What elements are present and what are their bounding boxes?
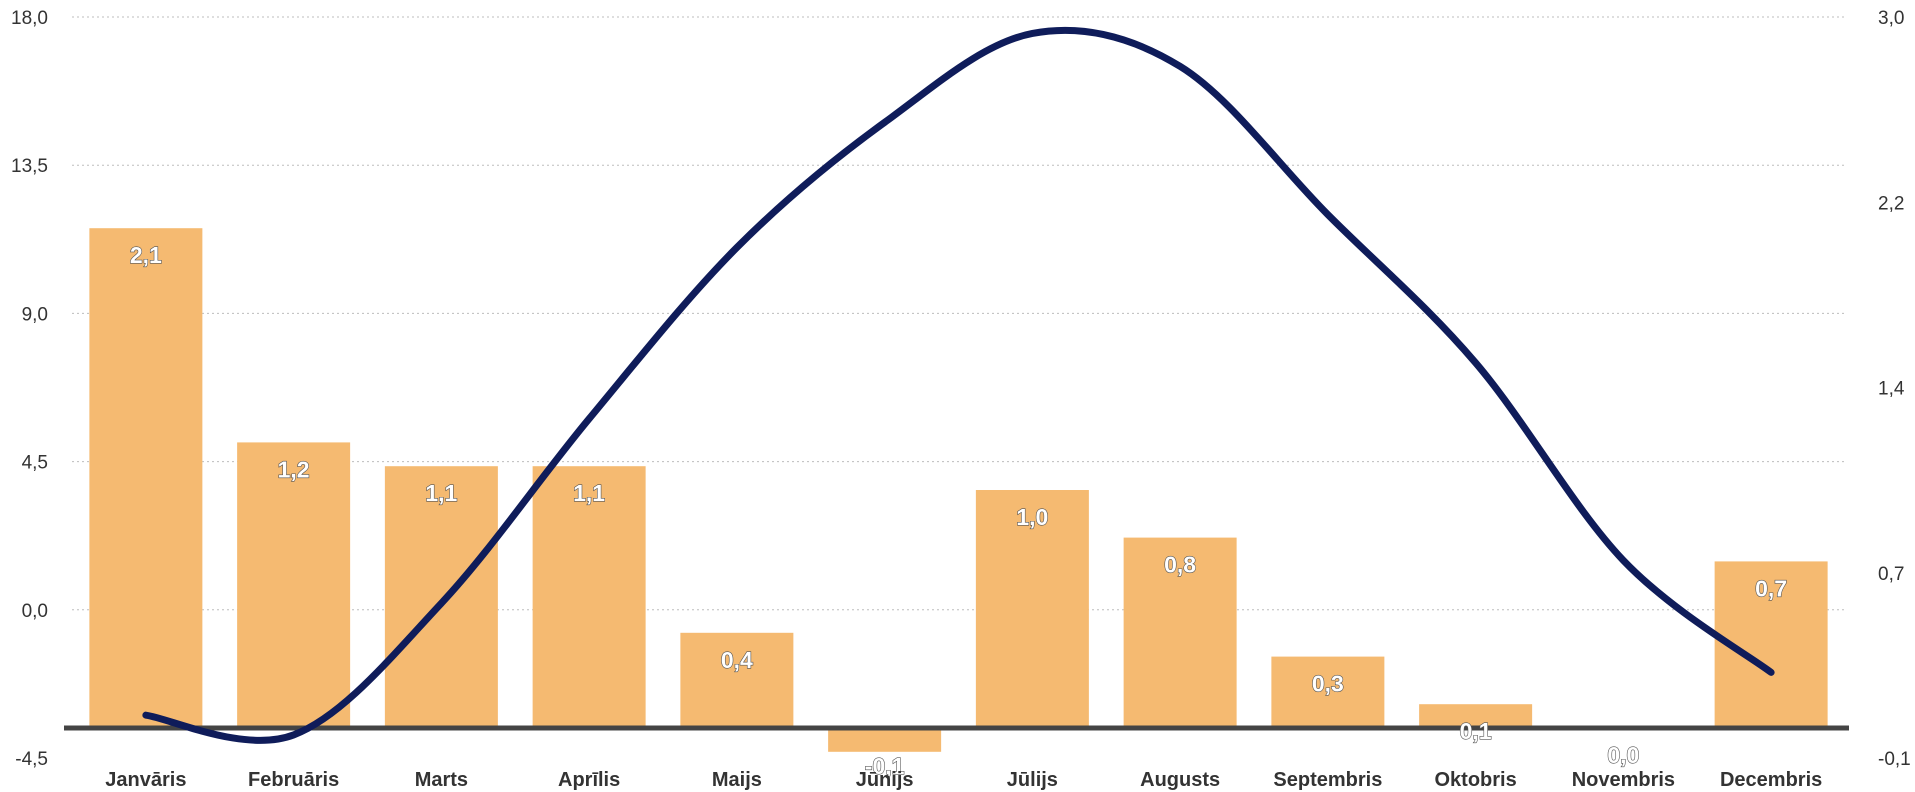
category-label: Decembris (1720, 769, 1822, 791)
bar-label: 2,1 (130, 242, 162, 268)
bar-label: -0,1 (865, 753, 905, 779)
x-axis: Janvāris Februāris Marts Aprīlis Maijs Jūnijs… (105, 769, 1822, 791)
bar (532, 466, 646, 728)
right-tick-label: 0,7 (1878, 564, 1904, 585)
bar-label: 0,0 (1607, 742, 1639, 768)
bar (384, 466, 498, 728)
right-tick-label: -0,1 (1878, 749, 1911, 770)
bar-series (89, 228, 1828, 752)
bar (89, 228, 203, 728)
bar (680, 632, 794, 728)
category-label: Septembris (1273, 769, 1382, 791)
category-label: Maijs (712, 769, 762, 791)
right-tick-label: 3,0 (1878, 8, 1904, 29)
right-tick-label: 2,2 (1878, 193, 1904, 214)
left-tick-label: 0,0 (22, 601, 48, 622)
bar (828, 728, 942, 752)
left-tick-label: 13,5 (11, 156, 48, 177)
bar-label: 0,7 (1755, 575, 1787, 601)
right-tick-label: 1,4 (1878, 379, 1905, 400)
category-label: Jūlijs (1007, 769, 1058, 791)
category-label: Februāris (248, 769, 339, 791)
category-label: Janvāris (105, 769, 186, 791)
temperature-line (142, 26, 1775, 744)
left-tick-label: -4,5 (15, 749, 48, 770)
bar-label: 0,8 (1164, 552, 1196, 578)
category-label: Oktobris (1435, 769, 1517, 791)
left-tick-label: 18,0 (11, 8, 48, 29)
bar-label: 0,4 (721, 647, 753, 673)
bar-label: 1,1 (425, 480, 457, 506)
bar (237, 442, 351, 728)
category-label: Aprīlis (558, 769, 620, 791)
bar (1271, 656, 1385, 728)
category-label: Novembris (1572, 769, 1675, 791)
bar-label: 1,0 (1016, 504, 1048, 530)
bar-label: 0,1 (1460, 718, 1492, 744)
bar-data-labels: 2,1 1,2 1,1 1,1 0,4 -0,1 1,0 0,8 0,3 0,1 0,0 0,7 (129, 242, 1787, 780)
bar-label: 0,3 (1312, 671, 1344, 697)
grid-lines (72, 16, 1845, 611)
bar-label: 1,2 (278, 456, 310, 482)
left-y-axis: -4,5 0,0 4,5 9,0 13,5 18,0 (11, 8, 48, 770)
line-series (142, 26, 1775, 744)
bar-label: 1,1 (573, 480, 605, 506)
right-y-axis: -0,1 0,7 1,4 2,2 3,0 (1878, 8, 1911, 770)
category-label: Augusts (1140, 769, 1220, 791)
left-tick-label: 9,0 (22, 304, 48, 325)
bar (1123, 537, 1237, 728)
category-label: Marts (415, 769, 468, 791)
bar (1419, 704, 1533, 728)
category-label: Jūnijs (856, 769, 914, 791)
left-tick-label: 4,5 (22, 453, 48, 474)
bar (975, 490, 1089, 728)
